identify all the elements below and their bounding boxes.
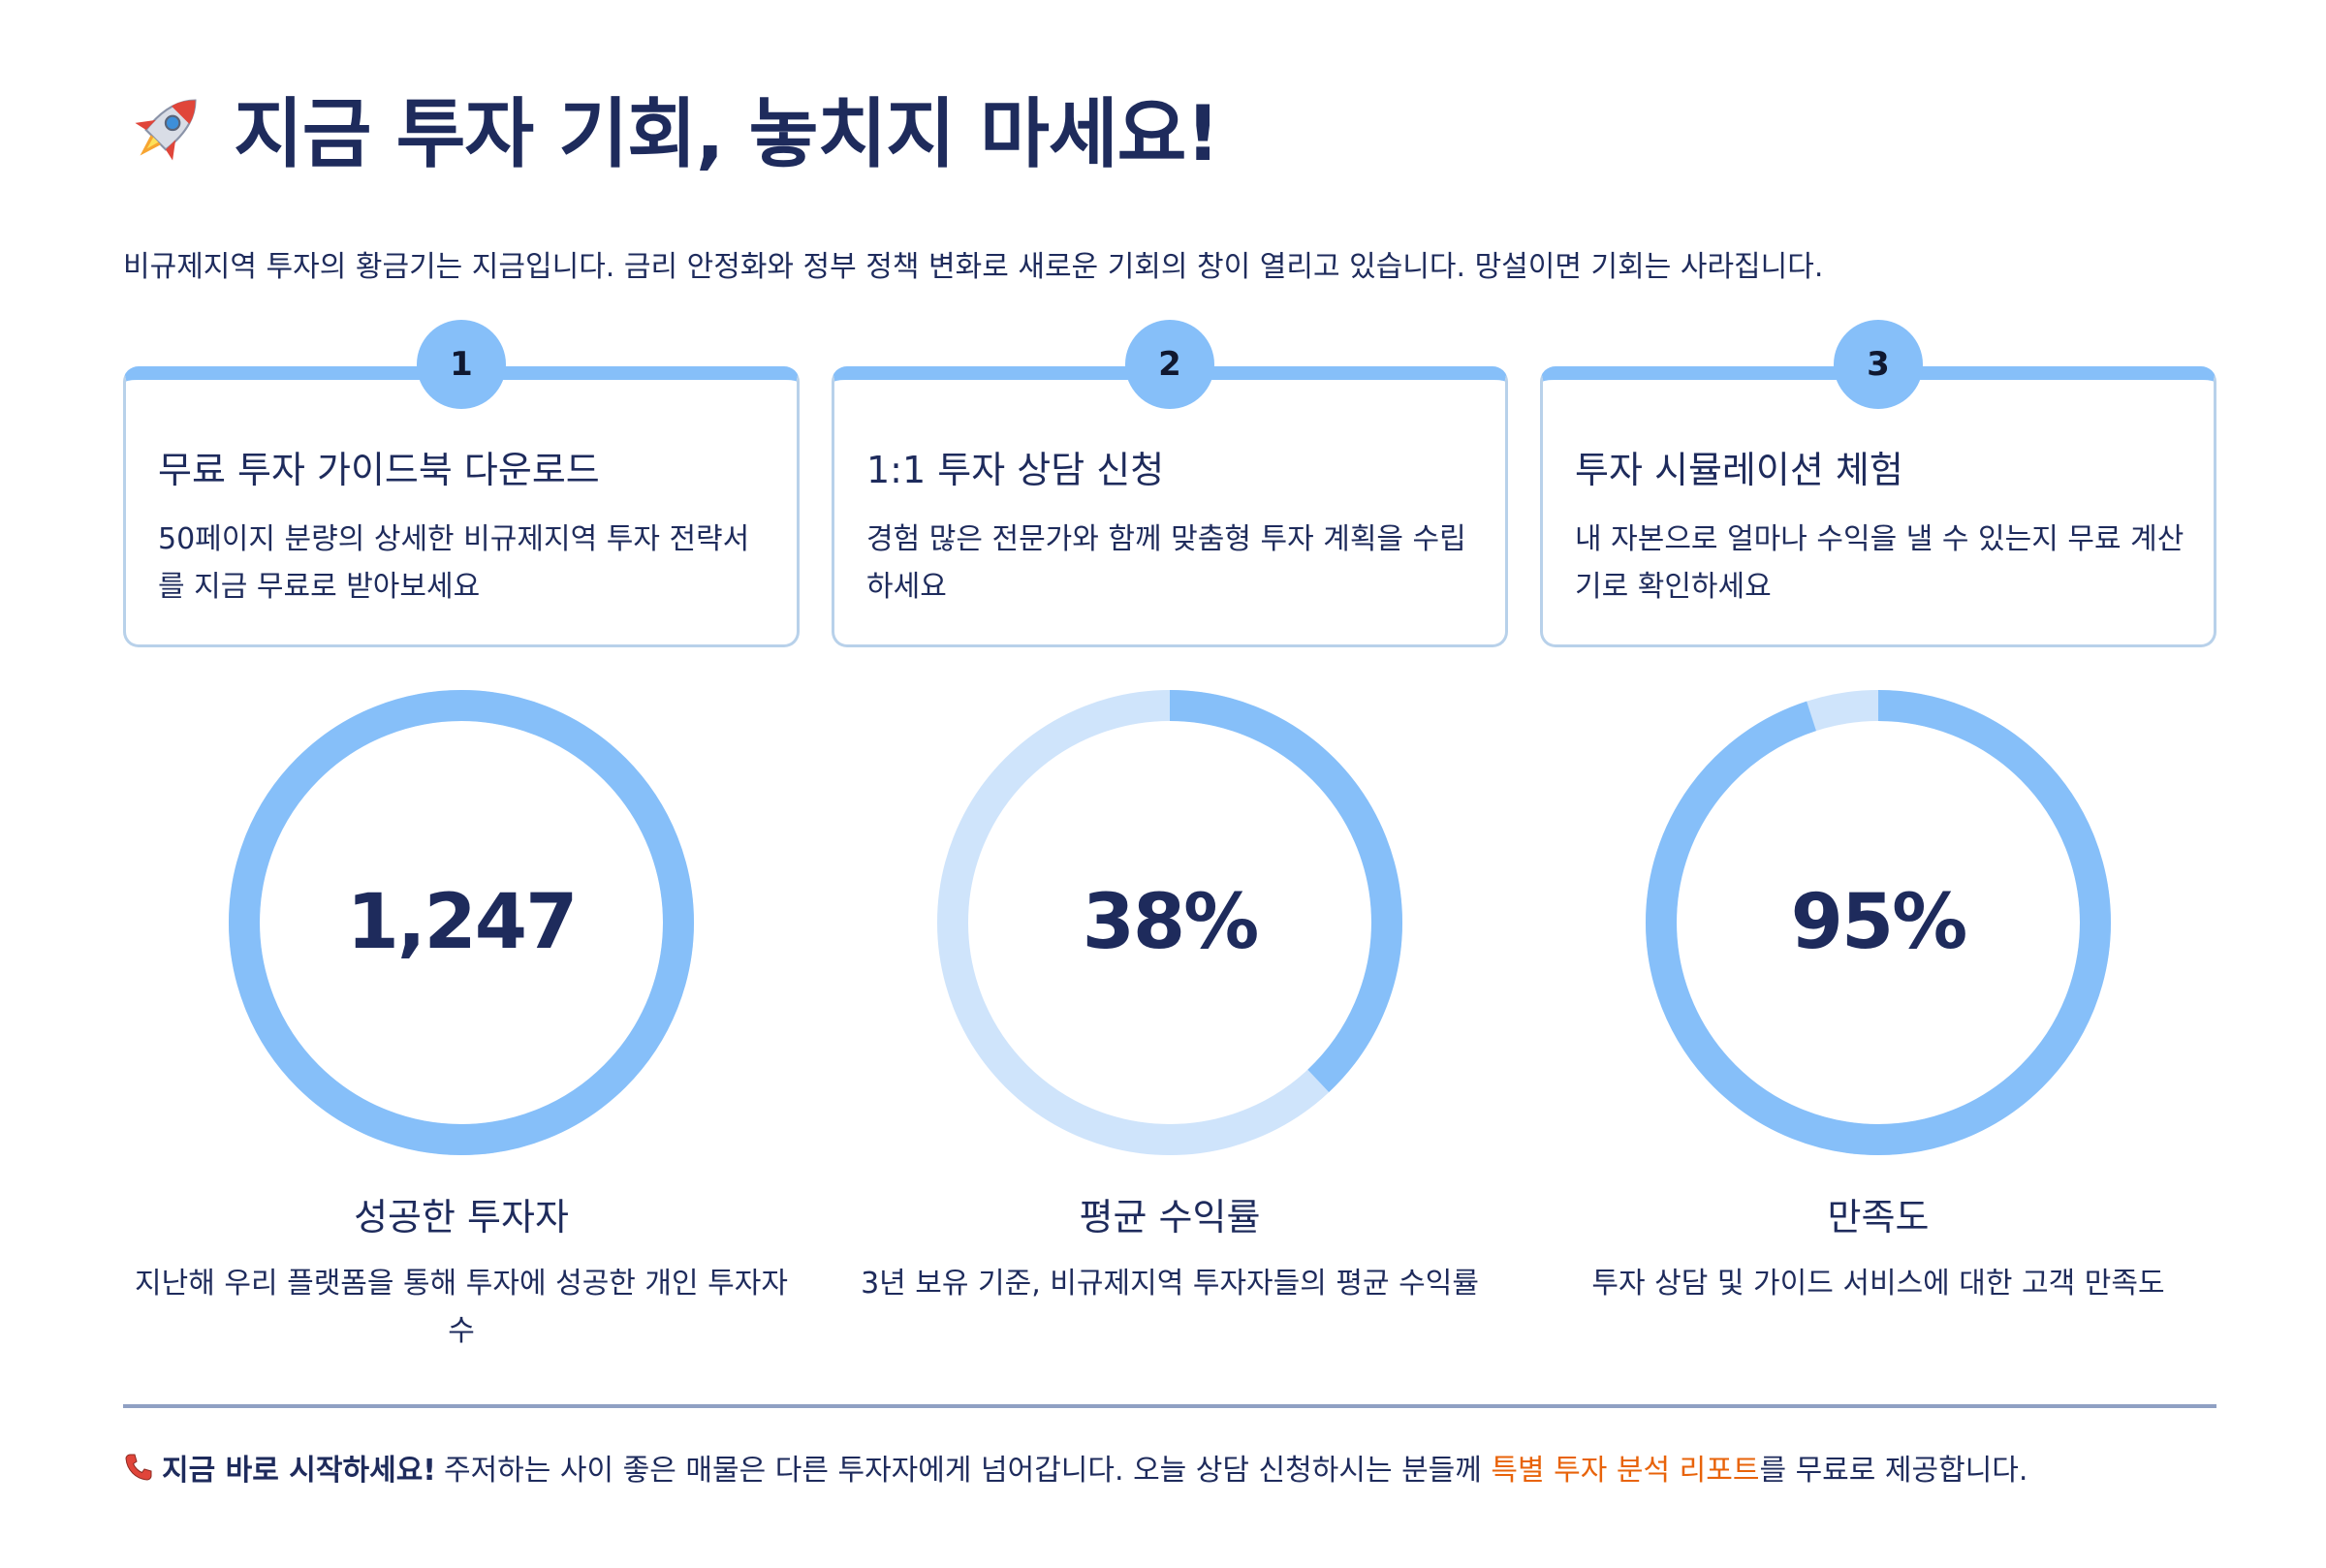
step-title: 투자 시뮬레이션 체험 bbox=[1575, 449, 1903, 491]
step-number-badge: 2 bbox=[1125, 320, 1214, 409]
stat-label: 만족도 bbox=[1827, 1196, 1930, 1239]
page-title-text: 지금 투자 기회, 놓치지 마세요! bbox=[234, 91, 1220, 178]
step-cards: 1 무료 투자 가이드북 다운로드 50페이지 분량의 상세한 비규제지역 투자… bbox=[123, 320, 2216, 647]
intro-text: 비규제지역 투자의 황금기는 지금입니다. 금리 안정화와 정부 정책 변화로 … bbox=[123, 250, 1824, 284]
stat-average-return: 38% 평균 수익률 3년 보유 기준, 비규제지역 투자자들의 평균 수익률 bbox=[832, 678, 1508, 1357]
step-description: 경험 많은 전문가와 함께 맞춤형 투자 계획을 수립하세요 bbox=[866, 522, 1466, 604]
step-card-2[interactable]: 2 1:1 투자 상담 신청 경험 많은 전문가와 함께 맞춤형 투자 계획을 … bbox=[832, 320, 1508, 647]
step-description: 내 자본으로 얼마나 수익을 낼 수 있는지 무료 계산기로 확인하세요 bbox=[1575, 522, 2185, 604]
footer-text-end: 를 무료로 제공합니다. bbox=[1759, 1454, 2028, 1488]
progress-ring: 1,247 bbox=[227, 688, 696, 1157]
phone-icon bbox=[125, 1454, 152, 1481]
progress-ring-graphic bbox=[1646, 690, 2111, 1155]
stat-value: 95% bbox=[1790, 879, 1968, 966]
stat-description: 지난해 우리 플랫폼을 통해 투자에 성공한 개인 투자자 수 bbox=[135, 1267, 788, 1348]
footer-divider bbox=[123, 1404, 2216, 1408]
stat-successful-investors: 1,247 성공한 투자자 지난해 우리 플랫폼을 통해 투자에 성공한 개인 … bbox=[123, 678, 800, 1357]
stat-label: 성공한 투자자 bbox=[354, 1196, 569, 1239]
stat-label: 평균 수익률 bbox=[1079, 1196, 1261, 1239]
step-card-3[interactable]: 3 투자 시뮬레이션 체험 내 자본으로 얼마나 수익을 낼 수 있는지 무료 … bbox=[1540, 320, 2216, 647]
footer-text: 주저하는 사이 좋은 매물은 다른 투자자에게 넘어갑니다. 오늘 상담 신청하… bbox=[443, 1454, 1492, 1488]
progress-ring-arc bbox=[229, 690, 694, 1155]
stat-value: 1,247 bbox=[346, 879, 579, 966]
step-description: 50페이지 분량의 상세한 비규제지역 투자 전략서를 지금 무료로 받아보세요 bbox=[158, 522, 750, 604]
footer-headline: 지금 바로 시작하세요! bbox=[162, 1454, 436, 1488]
step-number-badge: 3 bbox=[1834, 320, 1923, 409]
progress-ring-arc bbox=[1646, 690, 2111, 1155]
step-card-1[interactable]: 1 무료 투자 가이드북 다운로드 50페이지 분량의 상세한 비규제지역 투자… bbox=[123, 320, 800, 647]
step-title: 1:1 투자 상담 신청 bbox=[866, 449, 1165, 491]
progress-ring: 95% bbox=[1644, 688, 2113, 1157]
stats-section: 1,247 성공한 투자자 지난해 우리 플랫폼을 통해 투자에 성공한 개인 … bbox=[123, 678, 2216, 1357]
stat-description: 3년 보유 기준, 비규제지역 투자자들의 평균 수익률 bbox=[861, 1267, 1479, 1301]
progress-ring: 38% bbox=[935, 688, 1404, 1157]
step-number-badge: 1 bbox=[417, 320, 506, 409]
footer-highlight-link[interactable]: 특별 투자 분석 리포트 bbox=[1491, 1454, 1760, 1488]
stat-value: 38% bbox=[1082, 879, 1260, 966]
progress-ring-arc bbox=[937, 690, 1402, 1155]
page-title: 지금 투자 기회, 놓치지 마세요! bbox=[123, 79, 1220, 178]
step-title: 무료 투자 가이드북 다운로드 bbox=[158, 449, 600, 491]
rocket-icon bbox=[135, 99, 197, 161]
progress-ring-graphic bbox=[229, 690, 694, 1155]
stat-description: 투자 상담 및 가이드 서비스에 대한 고객 만족도 bbox=[1591, 1267, 2165, 1301]
stat-satisfaction: 95% 만족도 투자 상담 및 가이드 서비스에 대한 고객 만족도 bbox=[1540, 678, 2216, 1357]
footer-cta: 지금 바로 시작하세요! 주저하는 사이 좋은 매물은 다른 투자자에게 넘어갑… bbox=[123, 1446, 2216, 1489]
progress-ring-graphic bbox=[937, 690, 1402, 1155]
